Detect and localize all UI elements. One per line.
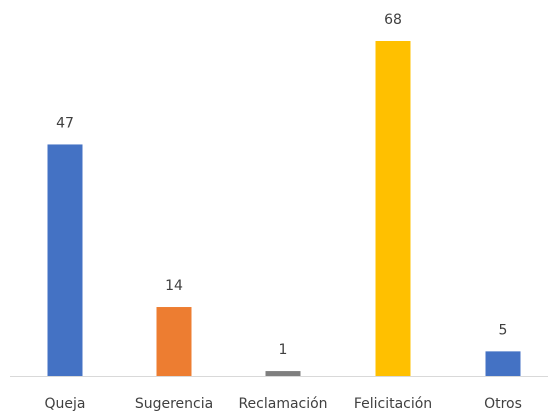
value-labels-group: 47 14 1 68 5 — [56, 12, 507, 358]
bar-queja — [47, 144, 83, 376]
bars-group — [47, 41, 521, 376]
value-label-otros: 5 — [499, 322, 508, 338]
value-label-reclamacion: 1 — [279, 342, 288, 358]
value-label-sugerencia: 14 — [165, 278, 183, 294]
bar-sugerencia — [156, 307, 192, 376]
value-label-queja: 47 — [56, 115, 74, 131]
x-tick-labels-group: Queja Sugerencia Reclamación Felicitación Ot… — [45, 396, 522, 412]
x-tick-label-felicitacion: Felicitación — [354, 396, 432, 412]
x-tick-label-otros: Otros — [484, 396, 522, 412]
x-tick-label-queja: Queja — [45, 396, 86, 412]
x-tick-label-reclamacion: Reclamación — [238, 396, 327, 412]
x-tick-label-sugerencia: Sugerencia — [135, 396, 213, 412]
bar-reclamacion — [265, 371, 301, 376]
value-label-felicitacion: 68 — [384, 12, 402, 28]
bar-felicitacion — [375, 41, 411, 376]
bar-otros — [485, 351, 521, 376]
